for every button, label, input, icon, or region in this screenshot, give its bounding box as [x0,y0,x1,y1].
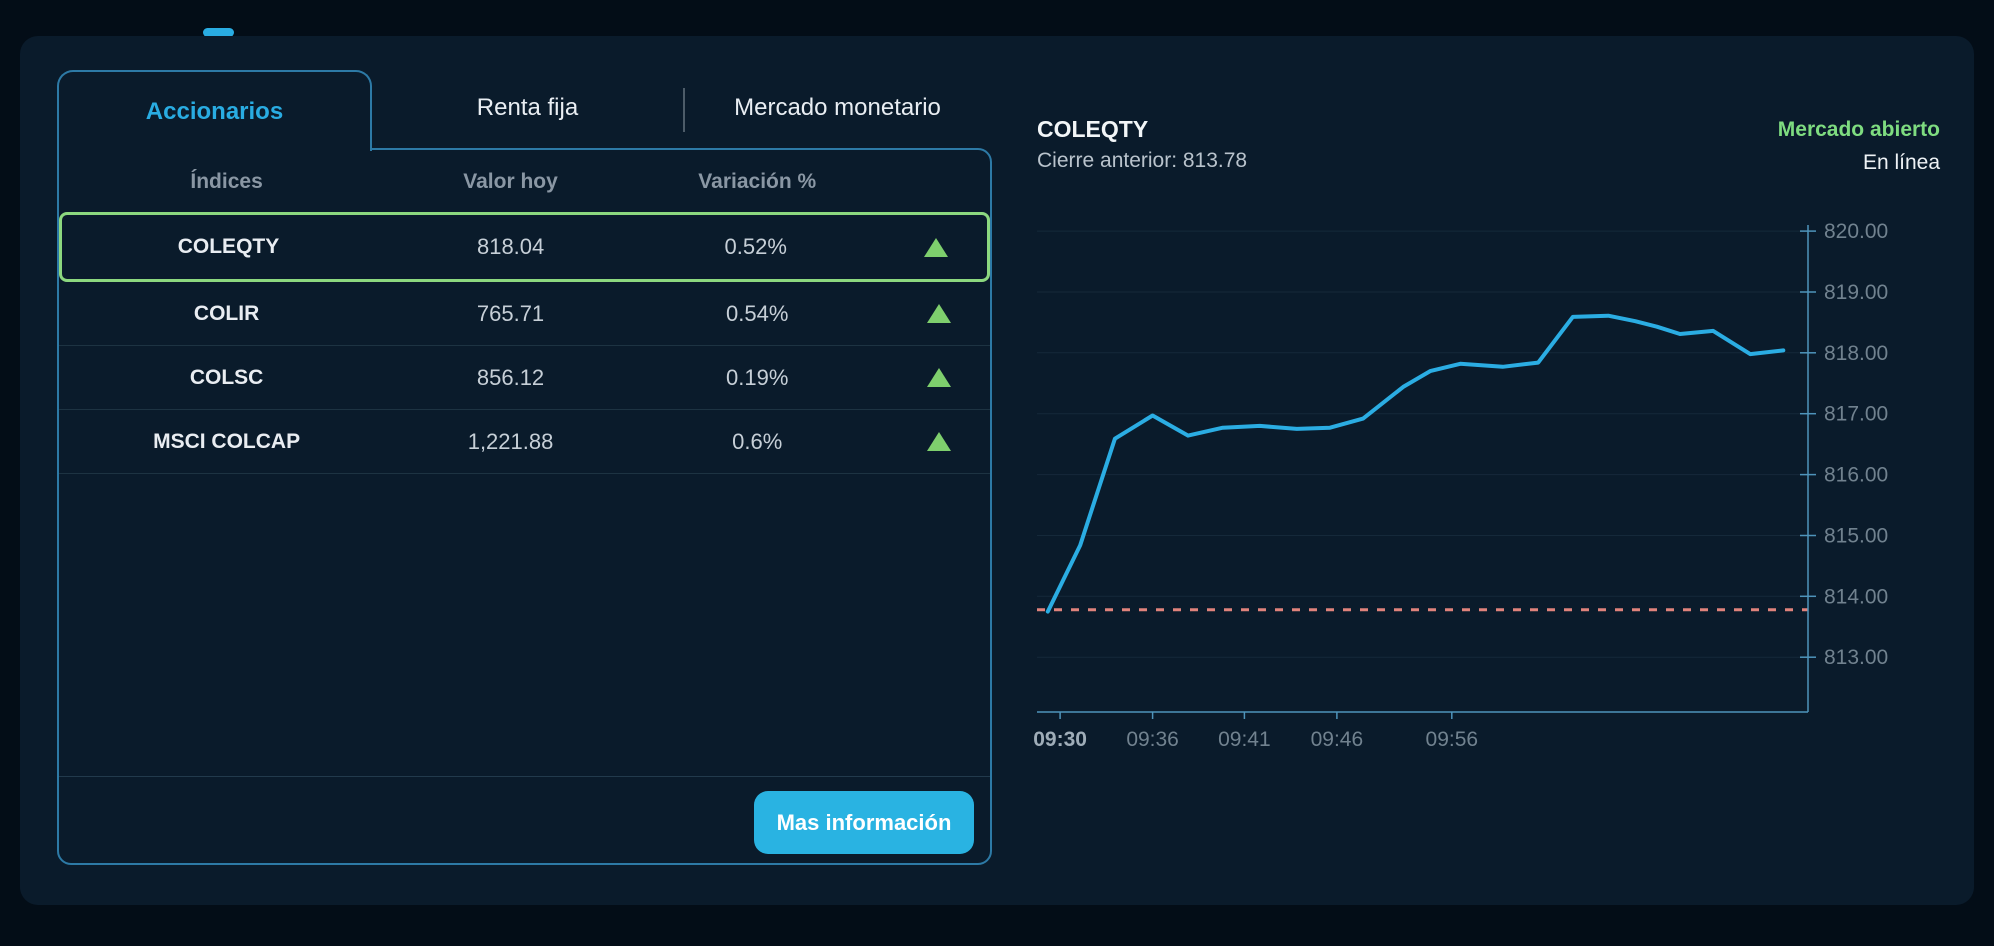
index-name: COLEQTY [177,235,280,258]
table-row[interactable]: MSCI COLCAP 1,221.88 0.6% [59,410,990,474]
market-status-badge: Mercado abierto [1777,118,1940,141]
indices-panel: Índices Valor hoy Variación % COLEQTY 81… [57,148,992,865]
tab-accionarios[interactable]: Accionarios [57,70,372,151]
y-tick-label: 815.00 [1824,525,1888,548]
up-triangle-icon [926,432,951,451]
coleqty-chart: 820.00 819.00 818.00 817.00 816.00 815.00 814.… [1033,220,1888,751]
table-rows: COLEQTY 818.04 0.52% COLIR 765.71 0.54% … [59,212,990,474]
x-tick-label: 09:46 [1311,728,1364,751]
y-tick-label: 820.00 [1824,220,1888,243]
x-tick-label: 09:41 [1218,728,1271,751]
y-tick-label: 813.00 [1824,646,1888,669]
more-info-button[interactable]: Mas información [754,791,974,854]
index-name: COLSC [189,365,264,389]
header-variacion: Variación % [698,170,817,193]
y-tick-label: 817.00 [1824,403,1888,426]
index-direction [885,237,987,257]
chart-title: COLEQTY [1037,116,1149,142]
up-triangle-icon [924,237,949,257]
tab-renta-fija-label: Renta fija [476,94,579,121]
up-triangle-icon [926,304,951,323]
x-tick-label: 09:30 [1033,728,1087,751]
up-triangle-icon [926,368,951,387]
price-line [1045,313,1786,614]
header-indices: Índices [190,170,263,193]
y-tick-label: 819.00 [1824,281,1888,304]
index-name: MSCI COLCAP [153,429,301,453]
y-tick-label: 816.00 [1824,464,1888,487]
tab-mercado-monetario[interactable]: Mercado monetario [683,76,992,140]
index-direction [888,304,990,323]
tab-renta-fija[interactable]: Renta fija [372,76,683,140]
y-tick-label: 818.00 [1824,342,1888,365]
index-change: 0.6% [732,428,783,454]
index-value: 1,221.88 [467,428,554,454]
x-tick-label: 09:56 [1426,728,1479,751]
tab-mercado-monetario-label: Mercado monetario [734,94,941,121]
index-value: 765.71 [476,300,545,326]
panel-footer-divider [59,776,990,777]
index-value: 818.04 [476,234,545,259]
index-value: 856.12 [476,364,545,390]
tab-accionarios-label: Accionarios [145,97,284,125]
index-direction [888,368,990,387]
table-row[interactable]: COLIR 765.71 0.54% [59,282,990,346]
index-change: 0.52% [724,234,787,259]
header-valor-hoy: Valor hoy [463,170,558,193]
connection-status: En línea [1862,151,1940,174]
index-direction [888,432,990,451]
active-tab-indicator [203,28,234,37]
previous-close-label: Cierre anterior: 813.78 [1037,149,1248,172]
table-row[interactable]: COLEQTY 818.04 0.52% [59,212,990,282]
table-header-row: Índices Valor hoy Variación % [59,152,990,212]
market-card: Accionarios Renta fija Mercado monetario… [20,36,1974,905]
more-info-label: Mas información [776,809,952,835]
table-row[interactable]: COLSC 856.12 0.19% [59,346,990,410]
index-change: 0.19% [726,364,789,390]
y-tick-label: 814.00 [1824,585,1888,608]
x-tick-label: 09:36 [1126,728,1179,751]
index-name: COLIR [193,301,260,325]
tab-divider [683,88,685,132]
index-change: 0.54% [726,300,789,326]
